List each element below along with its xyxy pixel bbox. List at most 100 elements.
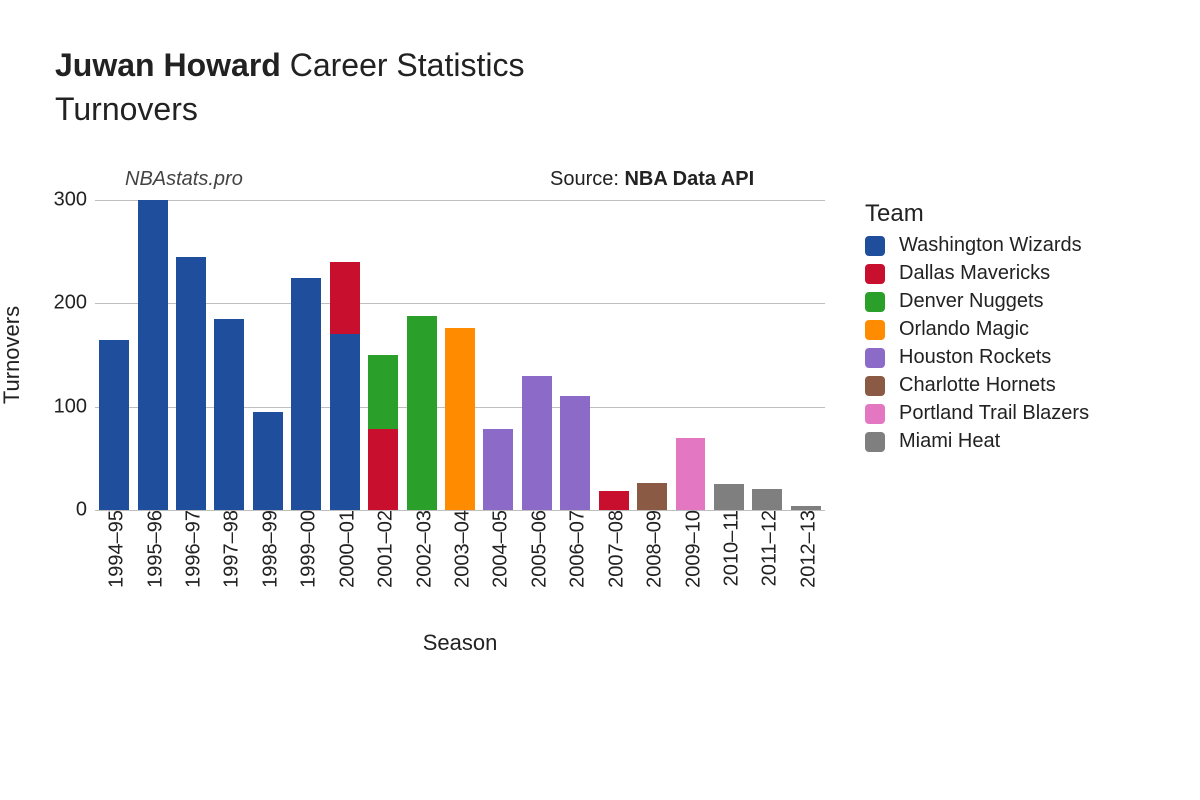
bar-group: 2010–11 xyxy=(714,200,744,510)
bar-segment xyxy=(176,257,206,510)
bar-segment xyxy=(637,483,667,510)
bar-group: 1998–99 xyxy=(253,200,283,510)
legend-swatch xyxy=(865,376,885,396)
y-tick-label: 200 xyxy=(54,292,95,315)
player-name: Juwan Howard xyxy=(55,47,281,83)
legend-item: Dallas Mavericks xyxy=(865,262,1089,285)
legend-item: Portland Trail Blazers xyxy=(865,402,1089,425)
bar-group: 2006–07 xyxy=(560,200,590,510)
legend-item: Washington Wizards xyxy=(865,234,1089,257)
bar-segment xyxy=(368,355,398,429)
bar-segment xyxy=(253,412,283,510)
legend-label: Denver Nuggets xyxy=(899,290,1044,313)
x-tick-label: 1998–99 xyxy=(253,510,282,588)
x-tick-label: 2010–11 xyxy=(714,510,743,586)
bar-segment xyxy=(330,262,360,334)
legend-label: Portland Trail Blazers xyxy=(899,402,1089,425)
legend-title: Team xyxy=(865,200,1089,228)
x-tick-label: 2009–10 xyxy=(676,510,705,588)
chart-title-block: Juwan Howard Career Statistics Turnovers xyxy=(55,45,524,130)
bar-group: 1994–95 xyxy=(99,200,129,510)
legend-swatch xyxy=(865,264,885,284)
x-tick-label: 2005–06 xyxy=(522,510,551,588)
legend-item: Charlotte Hornets xyxy=(865,374,1089,397)
source-label: Source: xyxy=(550,168,624,190)
bar-group: 2004–05 xyxy=(483,200,513,510)
legend-swatch xyxy=(865,348,885,368)
bar-group: 2008–09 xyxy=(637,200,667,510)
bar-group: 2003–04 xyxy=(445,200,475,510)
x-tick-label: 2007–08 xyxy=(599,510,628,588)
bar-segment xyxy=(560,396,590,510)
chart-title-line1: Juwan Howard Career Statistics xyxy=(55,45,524,87)
x-tick-label: 1999–00 xyxy=(292,510,321,588)
bar-segment xyxy=(676,438,706,510)
x-tick-label: 2001–02 xyxy=(369,510,398,588)
x-tick-label: 1994–95 xyxy=(100,510,129,588)
bar-group: 2011–12 xyxy=(752,200,782,510)
x-tick-label: 2004–05 xyxy=(484,510,513,588)
bar-group: 2012–13 xyxy=(791,200,821,510)
bar-segment xyxy=(407,316,437,510)
legend-label: Washington Wizards xyxy=(899,234,1082,257)
plot-area: 01002003001994–951995–961996–971997–9819… xyxy=(95,200,825,510)
bar-segment xyxy=(214,319,244,510)
x-tick-label: 2000–01 xyxy=(330,510,359,588)
x-axis-title: Season xyxy=(423,630,498,656)
legend-swatch xyxy=(865,292,885,312)
legend-label: Orlando Magic xyxy=(899,318,1029,341)
legend-item: Orlando Magic xyxy=(865,318,1089,341)
y-tick-label: 0 xyxy=(76,499,95,522)
legend-label: Houston Rockets xyxy=(899,346,1051,369)
bar-group: 1997–98 xyxy=(214,200,244,510)
legend-label: Dallas Mavericks xyxy=(899,262,1050,285)
legend-swatch xyxy=(865,432,885,452)
bar-group: 2002–03 xyxy=(407,200,437,510)
title-rest: Career Statistics xyxy=(281,47,525,83)
legend-item: Denver Nuggets xyxy=(865,290,1089,313)
bar-segment xyxy=(368,429,398,510)
source-value: NBA Data API xyxy=(624,168,754,190)
watermark-text: NBAstats.pro xyxy=(125,168,243,191)
chart-subtitle: Turnovers xyxy=(55,89,524,131)
x-tick-label: 2006–07 xyxy=(561,510,590,588)
bar-segment xyxy=(445,328,475,510)
bar-segment xyxy=(714,484,744,510)
legend-swatch xyxy=(865,320,885,340)
x-tick-label: 2003–04 xyxy=(445,510,474,588)
legend-item: Miami Heat xyxy=(865,430,1089,453)
bar-group: 2009–10 xyxy=(676,200,706,510)
y-axis-title: Turnovers xyxy=(0,306,25,404)
legend-label: Miami Heat xyxy=(899,430,1000,453)
x-tick-label: 1995–96 xyxy=(138,510,167,588)
x-tick-label: 2008–09 xyxy=(638,510,667,588)
x-tick-label: 2011–12 xyxy=(753,510,782,586)
bar-segment xyxy=(330,334,360,510)
bar-segment xyxy=(483,429,513,510)
bar-group: 1995–96 xyxy=(138,200,168,510)
bar-segment xyxy=(522,376,552,510)
legend-item: Houston Rockets xyxy=(865,346,1089,369)
bar-segment xyxy=(599,491,629,510)
bar-group: 1996–97 xyxy=(176,200,206,510)
x-tick-label: 1997–98 xyxy=(215,510,244,588)
bar-segment xyxy=(752,489,782,510)
bar-group: 1999–00 xyxy=(291,200,321,510)
x-tick-label: 2002–03 xyxy=(407,510,436,588)
legend-label: Charlotte Hornets xyxy=(899,374,1056,397)
bar-group: 2005–06 xyxy=(522,200,552,510)
bar-group: 2000–01 xyxy=(330,200,360,510)
legend-swatch xyxy=(865,236,885,256)
bar-segment xyxy=(138,200,168,510)
bar-group: 2007–08 xyxy=(599,200,629,510)
x-tick-label: 1996–97 xyxy=(177,510,206,588)
bar-segment xyxy=(99,340,129,511)
bar-segment xyxy=(291,278,321,511)
source-credit: Source: NBA Data API xyxy=(550,168,754,191)
y-tick-label: 100 xyxy=(54,395,95,418)
legend: Team Washington Wizards Dallas Mavericks D… xyxy=(865,200,1089,458)
y-tick-label: 300 xyxy=(54,189,95,212)
x-tick-label: 2012–13 xyxy=(791,510,820,588)
legend-swatch xyxy=(865,404,885,424)
bar-group: 2001–02 xyxy=(368,200,398,510)
